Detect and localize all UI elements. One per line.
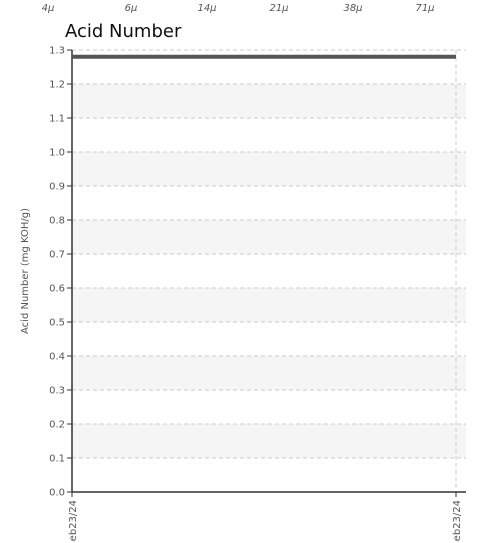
background-bands <box>72 84 466 458</box>
top-strip-labels: 4μ 6μ 14μ 21μ 38μ 71μ <box>42 3 435 14</box>
y-tick-label: 0.0 <box>49 488 65 499</box>
top-strip-label: 6μ <box>125 3 138 14</box>
top-strip-label: 14μ <box>197 3 216 14</box>
y-axis-ticks: 0.0 0.1 0.2 0.3 0.4 0.5 0.6 0.7 0.8 0.9 1.0 1.1 1.2 1… <box>49 46 72 499</box>
gridlines <box>71 49 466 492</box>
y-tick-label: 1.0 <box>49 148 65 159</box>
y-tick-label: 0.5 <box>49 318 65 329</box>
y-tick-label: 1.3 <box>49 46 65 57</box>
top-strip-label: 21μ <box>269 3 288 14</box>
y-tick-label: 0.4 <box>49 352 65 363</box>
y-axis-label: Acid Number (mg KOH/g) <box>20 208 31 334</box>
y-tick-label: 0.3 <box>49 386 65 397</box>
x-tick-label: eb23/24 <box>68 500 79 541</box>
chart-title: Acid Number <box>65 21 182 42</box>
y-tick-label: 1.1 <box>49 114 65 125</box>
background-band <box>72 356 466 390</box>
y-tick-label: 0.1 <box>49 454 65 465</box>
top-strip-label: 4μ <box>42 3 55 14</box>
background-band <box>72 424 466 458</box>
y-tick-label: 0.9 <box>49 182 65 193</box>
top-strip-label: 38μ <box>343 3 362 14</box>
background-band <box>72 288 466 322</box>
x-axis-ticks: eb23/24 eb23/24 <box>68 492 463 541</box>
top-strip-label: 71μ <box>415 3 434 14</box>
x-tick-label: eb23/24 <box>452 500 463 541</box>
background-band <box>72 84 466 118</box>
y-tick-label: 0.6 <box>49 284 65 295</box>
y-tick-label: 0.7 <box>49 250 65 261</box>
y-tick-label: 0.8 <box>49 216 65 227</box>
background-band <box>72 220 466 254</box>
y-tick-label: 0.2 <box>49 420 65 431</box>
y-tick-label: 1.2 <box>49 80 65 91</box>
background-band <box>72 152 466 186</box>
